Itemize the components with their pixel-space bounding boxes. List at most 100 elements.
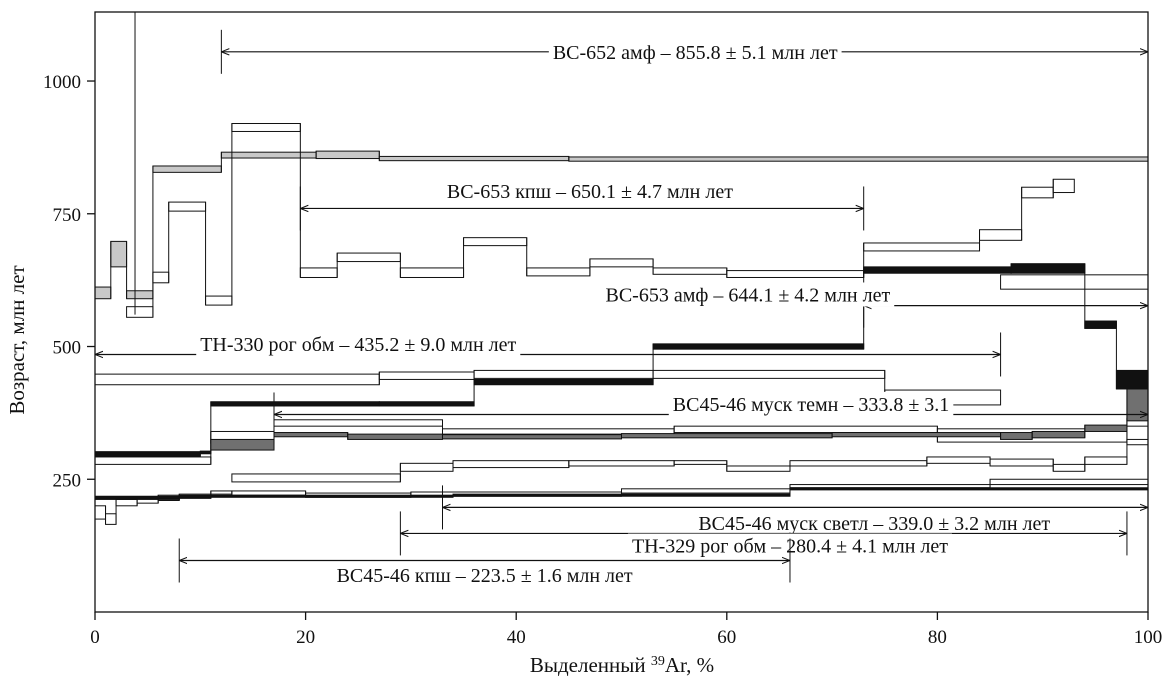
spectrum-8-step-1	[94, 495, 180, 500]
spectrum-5-step-7	[1000, 432, 1033, 440]
spectrum-2-step-15	[979, 229, 1023, 241]
spectrum-2-step-2	[152, 271, 170, 284]
spectrum-2-step-17	[1052, 178, 1075, 194]
spectrum-7-step-9	[989, 458, 1054, 467]
spectrum-7-step-1	[231, 473, 401, 483]
y-tick-label-750: 750	[53, 205, 82, 226]
spectrum-1-step-6	[315, 150, 380, 160]
spectrum-1-step-1	[94, 286, 112, 300]
spectrum-5-step-1	[210, 438, 275, 451]
spectrum-2-step-14	[863, 242, 981, 252]
plateau-5-label-bg	[668, 391, 954, 416]
spectrum-7-step-5	[673, 460, 728, 465]
spectrum-5-step-9	[1084, 424, 1128, 432]
plateau-3: ВС-653 амф – 644.1 ± 4.2 млн лет	[601, 282, 1149, 328]
spectrum-4-step-8	[273, 419, 443, 427]
y-tick-label-250: 250	[53, 470, 82, 491]
spectrum-2-step-4	[205, 295, 233, 306]
spectrum-3-step-8	[1010, 263, 1086, 274]
spectrum-2-step-9	[463, 237, 528, 247]
spectrum-7-step-12	[1126, 438, 1149, 446]
spectrum-1-step-8	[568, 156, 1149, 162]
x-tick-label-0: 0	[90, 627, 100, 648]
spectrum-6-step-3	[115, 498, 138, 507]
plateau-8-label-bg	[332, 562, 637, 587]
spectrum-7-step-11	[1084, 456, 1128, 465]
spectrum-5-step-2	[273, 432, 349, 438]
spectrum-1-step-4	[152, 165, 222, 173]
spectrum-3-step-7	[863, 266, 1012, 274]
spectrum-2-step-6	[299, 267, 338, 278]
plateau-2-label-bg	[442, 178, 737, 203]
spectrum-6-step-1	[94, 505, 107, 520]
spectrum-2-step-5	[231, 123, 301, 132]
plateau-5: ВС45-46 муск темн – 333.8 ± 3.1	[273, 391, 1149, 437]
spectrum-2-step-7	[336, 252, 401, 263]
y-axis-label: Возраст, млн лет	[5, 265, 29, 414]
plateau-5-label: ВС45-46 муск темн – 333.8 ± 3.1	[673, 394, 950, 416]
plot-area: ВС-652 амф – 855.8 ± 5.1 млн лет ВС-653 к…	[94, 12, 1149, 587]
plateau-8-label: ВС45-46 кпш – 223.5 ± 1.6 млн лет	[337, 565, 633, 587]
spectrum-7-step-3	[452, 460, 570, 469]
plateau-1-label: ВС-652 амф – 855.8 ± 5.1 млн лет	[553, 42, 838, 64]
spectrum-1-step-3	[126, 290, 154, 300]
spectrum-2-step-10	[526, 267, 591, 277]
spectrum-3-step-4	[378, 401, 475, 407]
spectrum-2-step-3	[168, 201, 207, 212]
spectrum-6-step-11	[621, 488, 791, 494]
plateau-8: ВС45-46 кпш – 223.5 ± 1.6 млн лет	[178, 538, 791, 587]
spectrum-2-step-1	[126, 306, 154, 318]
y-tick-label-1000: 1000	[43, 72, 81, 93]
spectrum-6-step-8	[231, 490, 307, 496]
spectrum-3-step-9	[1084, 320, 1117, 329]
x-tick-label-40: 40	[507, 627, 526, 648]
plateau-4-label: ТН-330 рог обм – 435.2 ± 9.0 млн лет	[200, 334, 516, 356]
plateau-3-label-bg	[601, 282, 895, 307]
spectrum-4-step-1	[94, 373, 380, 386]
y-tick-label-500: 500	[53, 338, 82, 359]
plateau-2-label: ВС-653 кпш – 650.1 ± 4.7 млн лет	[447, 181, 733, 203]
spectrum-6-step-2	[105, 513, 117, 525]
spectrum-5-step-10	[1126, 388, 1149, 422]
spectrum-4-step-4	[652, 369, 886, 379]
spectrum-5-step-3	[347, 433, 443, 440]
x-tick-label-60: 60	[717, 627, 736, 648]
spectrum-7-step-6	[726, 465, 791, 472]
plateau-1: ВС-652 амф – 855.8 ± 5.1 млн лет	[220, 29, 1149, 74]
spectrum-3	[94, 263, 1149, 459]
spectrum-2-step-8	[399, 267, 465, 278]
spectrum-3-step-5	[473, 378, 654, 386]
spectrum-4-step-6	[94, 456, 212, 465]
spectrum-2-step-11	[589, 258, 654, 268]
spectrum-7	[231, 438, 1149, 483]
spectrum-5-step-6	[831, 432, 1002, 438]
axes: 0 20 40 60 80 100 250 500 750 1000	[43, 11, 1163, 648]
plateau-2: ВС-653 кпш – 650.1 ± 4.7 млн лет	[299, 178, 865, 231]
spectrum-8-step-2	[178, 494, 212, 499]
spectrum-1	[94, 150, 1149, 300]
spectrum-5-step-4	[441, 434, 622, 440]
x-tick-label-100: 100	[1134, 627, 1163, 648]
spectrum-3-step-2	[199, 450, 212, 455]
spectrum-7-step-2	[399, 462, 454, 472]
spectrum-1-step-7	[378, 155, 570, 162]
plateau-1-label-bg	[548, 39, 842, 64]
plot-frame	[94, 11, 1149, 613]
spectrum-3-step-10	[1115, 369, 1149, 390]
plateau-6-label: ВС45-46 муск светл – 339.0 ± 3.2 млн лет	[698, 513, 1050, 535]
spectrum-3-step-6	[652, 343, 865, 350]
spectrum-2-step-18	[1000, 274, 1149, 290]
spectrum-7-step-7	[789, 460, 928, 467]
plateau-3-label: ВС-653 амф – 644.1 ± 4.2 млн лет	[605, 284, 890, 306]
spectrum-4-step-10	[673, 425, 938, 434]
spectrum-6-step-13	[989, 478, 1149, 486]
x-tick-label-20: 20	[296, 627, 315, 648]
spectrum-2-step-12	[652, 267, 728, 275]
spectrum-6-step-7	[210, 490, 233, 495]
plateau-4: ТН-330 рог обм – 435.2 ± 9.0 млн лет	[94, 331, 1002, 377]
spectrum-2-step-13	[726, 270, 865, 278]
spectrum-7-step-4	[568, 460, 675, 467]
spectrum-7-step-8	[926, 456, 991, 464]
spectrum-4-step-2	[378, 371, 475, 380]
